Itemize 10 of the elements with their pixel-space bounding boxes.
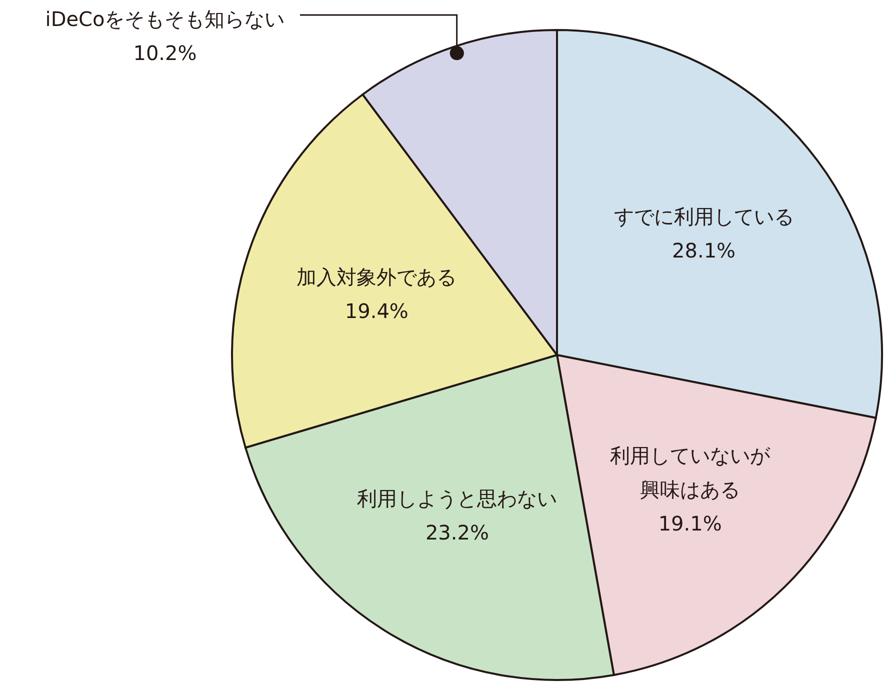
slice-label: 加入対象外である	[296, 265, 457, 290]
data-label: 10.2%	[133, 41, 197, 65]
data-label: 19.4%	[344, 299, 408, 324]
slice-label: iDeCoをそもそも知らない	[45, 7, 285, 31]
slice-label: 利用していないが興味はある	[610, 444, 772, 502]
slice-label: すでに利用している	[614, 204, 794, 228]
data-label: 19.1%	[658, 512, 722, 536]
slice-label: 利用しようと思わない	[357, 486, 558, 511]
data-label: 23.2%	[425, 520, 489, 545]
data-label: 28.1%	[672, 238, 736, 262]
